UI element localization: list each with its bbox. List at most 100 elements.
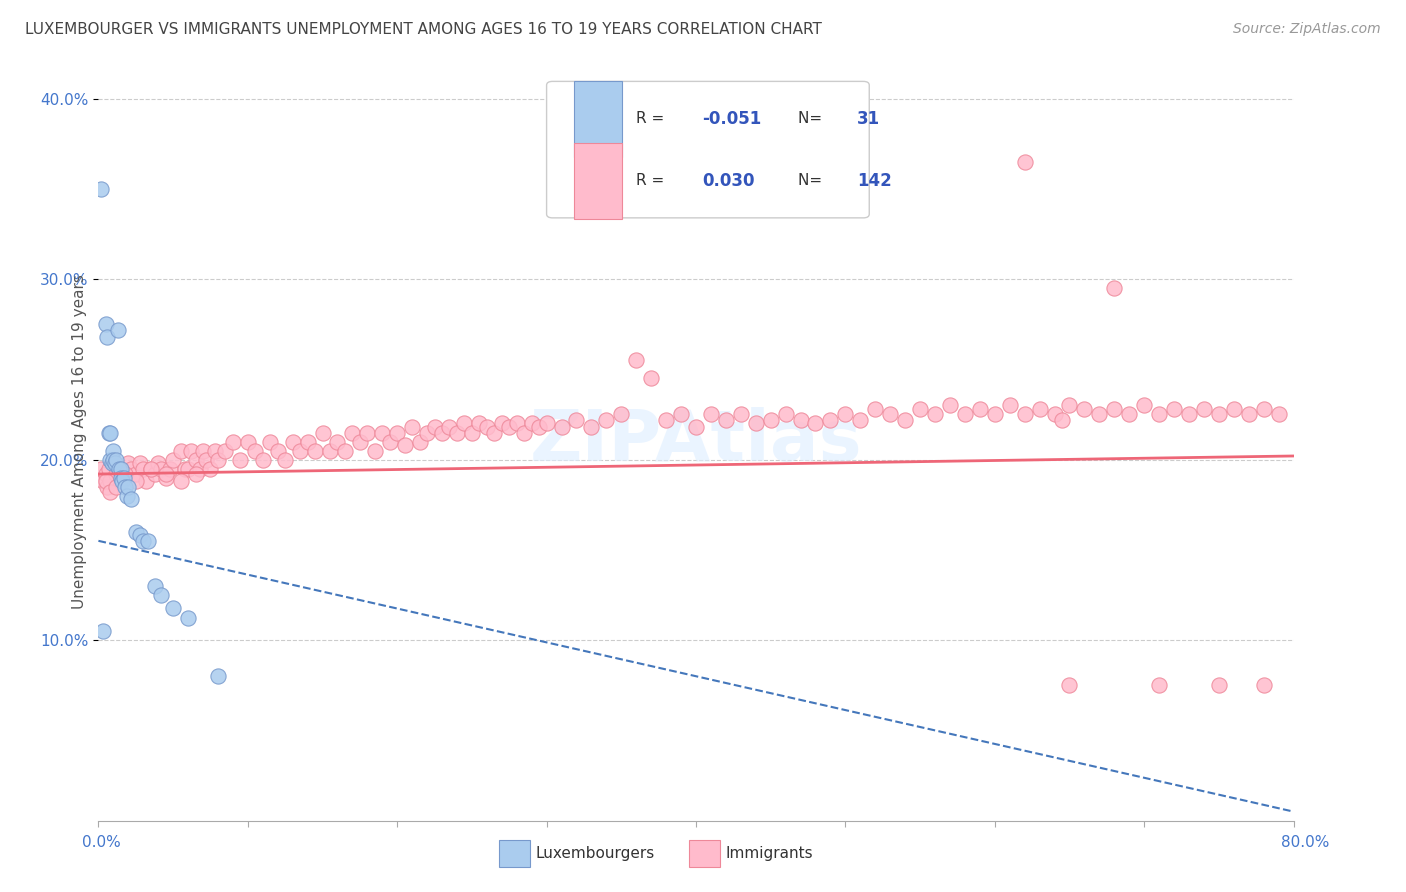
- Point: [356, 425, 378, 440]
- Point: [520, 417, 543, 431]
- Point: [150, 461, 173, 475]
- Point: [98, 425, 122, 440]
- Y-axis label: Unemployment Among Ages 16 to 19 years: Unemployment Among Ages 16 to 19 years: [72, 274, 87, 609]
- Point: [107, 323, 129, 337]
- Text: -0.051: -0.051: [702, 110, 761, 128]
- Point: [834, 408, 856, 422]
- Point: [204, 443, 226, 458]
- FancyBboxPatch shape: [547, 81, 869, 218]
- Point: [1178, 408, 1201, 422]
- Point: [1253, 678, 1275, 692]
- Point: [252, 452, 274, 467]
- Point: [105, 467, 128, 481]
- Point: [730, 408, 752, 422]
- Point: [1014, 154, 1036, 169]
- Point: [1028, 402, 1050, 417]
- Point: [155, 467, 177, 481]
- Point: [94, 475, 117, 489]
- Point: [468, 417, 491, 431]
- Point: [98, 475, 122, 489]
- Point: [105, 452, 128, 467]
- Text: ZIPAtlas: ZIPAtlas: [530, 407, 862, 476]
- Point: [894, 413, 917, 427]
- Point: [1237, 408, 1260, 422]
- Point: [311, 425, 333, 440]
- Point: [759, 413, 782, 427]
- Text: Immigrants: Immigrants: [725, 847, 813, 861]
- Point: [105, 480, 128, 494]
- Point: [108, 461, 131, 475]
- Point: [506, 417, 529, 431]
- Point: [112, 470, 135, 484]
- Point: [200, 461, 222, 475]
- Point: [245, 443, 267, 458]
- Point: [155, 470, 177, 484]
- Point: [685, 420, 707, 434]
- Text: 0.030: 0.030: [702, 172, 755, 190]
- Point: [423, 420, 446, 434]
- Point: [103, 452, 125, 467]
- Point: [1050, 413, 1073, 427]
- Point: [143, 467, 166, 481]
- Point: [1014, 408, 1036, 422]
- FancyBboxPatch shape: [574, 81, 621, 157]
- Point: [132, 533, 155, 548]
- Point: [775, 408, 797, 422]
- Point: [103, 456, 125, 470]
- Point: [94, 467, 117, 481]
- Point: [1267, 408, 1289, 422]
- Point: [1208, 408, 1230, 422]
- Point: [595, 413, 617, 427]
- Point: [129, 456, 152, 470]
- Point: [364, 443, 387, 458]
- Point: [1118, 408, 1140, 422]
- Point: [1104, 281, 1126, 295]
- Point: [177, 461, 200, 475]
- Point: [297, 434, 319, 449]
- Point: [342, 425, 364, 440]
- Point: [319, 443, 342, 458]
- Point: [115, 489, 138, 503]
- Point: [804, 417, 827, 431]
- Point: [745, 417, 768, 431]
- Point: [1104, 402, 1126, 417]
- Text: R =: R =: [637, 173, 669, 188]
- Point: [714, 413, 737, 427]
- Point: [132, 461, 155, 475]
- Point: [1088, 408, 1111, 422]
- Point: [984, 408, 1007, 422]
- Point: [453, 417, 475, 431]
- Point: [461, 425, 484, 440]
- Point: [139, 461, 162, 475]
- FancyBboxPatch shape: [574, 143, 621, 219]
- Point: [513, 425, 536, 440]
- Point: [1192, 402, 1215, 417]
- Point: [865, 402, 887, 417]
- Point: [385, 425, 409, 440]
- Text: N=: N=: [797, 112, 831, 127]
- Point: [207, 452, 229, 467]
- Point: [169, 443, 191, 458]
- Point: [908, 402, 931, 417]
- Point: [1073, 402, 1095, 417]
- Point: [103, 443, 125, 458]
- Point: [610, 408, 633, 422]
- Point: [97, 425, 120, 440]
- Point: [96, 330, 118, 344]
- Point: [1253, 402, 1275, 417]
- Point: [939, 399, 962, 413]
- Point: [274, 452, 297, 467]
- Point: [333, 443, 356, 458]
- Point: [498, 420, 520, 434]
- Point: [139, 461, 162, 475]
- Point: [97, 461, 120, 475]
- Point: [120, 492, 142, 507]
- Point: [117, 456, 139, 470]
- Point: [550, 420, 572, 434]
- Point: [114, 467, 136, 481]
- Point: [408, 434, 430, 449]
- Text: LUXEMBOURGER VS IMMIGRANTS UNEMPLOYMENT AMONG AGES 16 TO 19 YEARS CORRELATION CH: LUXEMBOURGER VS IMMIGRANTS UNEMPLOYMENT …: [25, 22, 823, 37]
- Point: [110, 475, 132, 489]
- Point: [174, 461, 197, 475]
- Point: [125, 467, 148, 481]
